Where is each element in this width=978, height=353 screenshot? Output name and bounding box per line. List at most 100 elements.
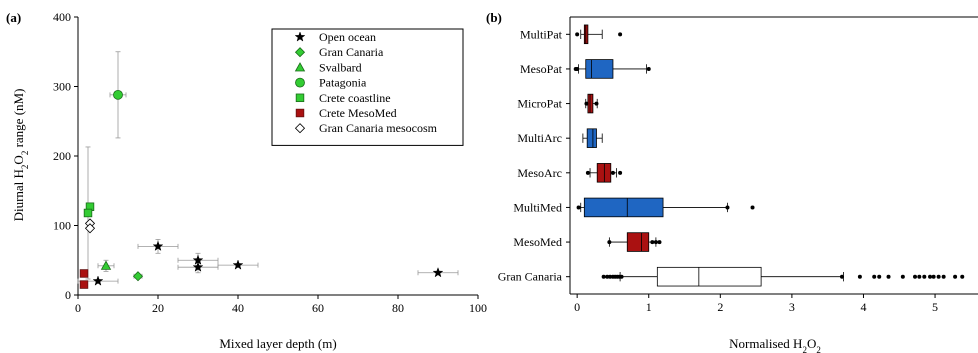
outlier-point <box>575 66 580 71</box>
outlier-point <box>872 274 877 279</box>
data-point <box>152 240 164 252</box>
outlier-point <box>960 274 965 279</box>
y-tick-label: 400 <box>53 10 71 24</box>
panel-b-boxplot: (b) 0 1 2 3 4 5 MultiPat MesoPat MicroPat MultiA… <box>486 10 978 353</box>
outlier-point <box>725 205 730 210</box>
label-part: Normalised H <box>729 336 802 351</box>
subscript: 2 <box>816 345 821 353</box>
outlier-point <box>840 274 844 279</box>
panel-a-x-axis-label: Mixed layer depth (m) <box>219 336 336 351</box>
category-label: MesoMed <box>513 235 562 249</box>
outlier-point <box>576 205 581 210</box>
outlier-point <box>941 274 946 279</box>
label-part: O <box>11 155 26 164</box>
data-point <box>192 261 204 272</box>
legend-entry: Svalbard <box>319 60 362 74</box>
panel-b-axes: 0 1 2 3 4 5 <box>569 16 978 314</box>
label-part: range (nM) <box>11 89 26 151</box>
legend-marker <box>294 47 306 58</box>
x-tick-label: 80 <box>392 301 404 315</box>
outlier-point <box>650 240 655 245</box>
data-point <box>232 259 244 270</box>
box <box>656 266 762 287</box>
panel-a-label: (a) <box>6 10 21 25</box>
outlier-point <box>931 274 936 279</box>
category-label: MicroPat <box>517 97 562 111</box>
outlier-point <box>657 240 662 245</box>
outlier-point <box>917 274 922 279</box>
box <box>626 232 650 252</box>
data-point <box>79 269 89 278</box>
box <box>585 59 614 79</box>
outlier-point <box>585 170 590 175</box>
data-point <box>100 260 112 270</box>
x-tick-label: 3 <box>789 300 795 314</box>
legend-entry: Gran Canaria mesocosm <box>319 121 438 135</box>
data-point <box>432 267 444 278</box>
outlier-point <box>619 274 624 279</box>
outlier-point <box>857 274 862 279</box>
data-point <box>113 89 123 100</box>
category-label: Gran Canaria <box>498 270 563 284</box>
category-label: MultiMed <box>513 200 562 214</box>
legend-marker <box>295 77 305 88</box>
x-tick-label: 40 <box>232 301 244 315</box>
outlier-point <box>605 274 610 279</box>
legend-entry: Open ocean <box>319 30 376 44</box>
legend-entry: Crete MesoMed <box>319 106 397 120</box>
x-tick-label: 60 <box>312 301 324 315</box>
outlier-point <box>646 66 651 71</box>
legend-marker <box>294 123 306 134</box>
label-part: O <box>807 336 816 351</box>
outlier-point <box>618 32 623 37</box>
data-point <box>83 208 93 218</box>
outlier-point <box>953 274 958 279</box>
legend-marker <box>295 108 305 118</box>
subscript: 2 <box>20 151 30 156</box>
outlier-point <box>750 205 755 210</box>
x-tick-label: 0 <box>574 300 580 314</box>
panel-a-points <box>79 89 444 289</box>
outlier-point <box>877 274 882 279</box>
x-tick-label: 5 <box>932 300 938 314</box>
outlier-point <box>608 274 613 279</box>
subscript: 2 <box>802 345 807 353</box>
y-tick-label: 200 <box>53 149 71 163</box>
outlier-point <box>584 101 589 106</box>
x-tick-label: 0 <box>75 301 81 315</box>
data-point <box>92 275 104 286</box>
y-tick-label: 300 <box>53 80 71 94</box>
legend-entry: Patagonia <box>319 76 367 90</box>
outlier-point <box>886 274 891 279</box>
legend-entry: Crete coastline <box>319 91 391 105</box>
outlier-point <box>922 274 927 279</box>
panel-b-boxes: MultiPat MesoPat MicroPat MultiArc MesoArc Mu… <box>498 24 965 287</box>
panel-a-scatter: (a) 0 20 40 60 80 100 0 100 200 300 400 Mixed laye… <box>6 10 487 351</box>
panel-b-label: (b) <box>486 10 502 25</box>
outlier-point <box>601 274 606 279</box>
x-tick-label: 2 <box>717 300 723 314</box>
outlier-point <box>913 274 918 279</box>
data-point <box>84 223 96 234</box>
legend-marker <box>294 62 306 72</box>
y-tick-label: 100 <box>53 219 71 233</box>
outlier-point <box>653 240 658 245</box>
box <box>586 128 597 148</box>
outlier-point <box>610 170 615 175</box>
y-tick-label: 0 <box>65 288 71 302</box>
x-tick-label: 100 <box>469 301 487 315</box>
subscript: 2 <box>20 165 30 170</box>
category-label: MesoPat <box>520 62 563 76</box>
box <box>583 197 664 218</box>
panel-b-x-axis-label: Normalised H2O2 <box>729 336 821 353</box>
outlier-point <box>900 274 905 279</box>
outlier-point <box>607 240 612 245</box>
outlier-point <box>575 32 580 37</box>
x-tick-label: 20 <box>152 301 164 315</box>
label-part: Diurnal H <box>11 169 26 221</box>
data-point <box>132 271 144 282</box>
legend-box <box>271 28 464 146</box>
x-tick-label: 1 <box>646 300 652 314</box>
category-label: MultiPat <box>520 27 563 41</box>
